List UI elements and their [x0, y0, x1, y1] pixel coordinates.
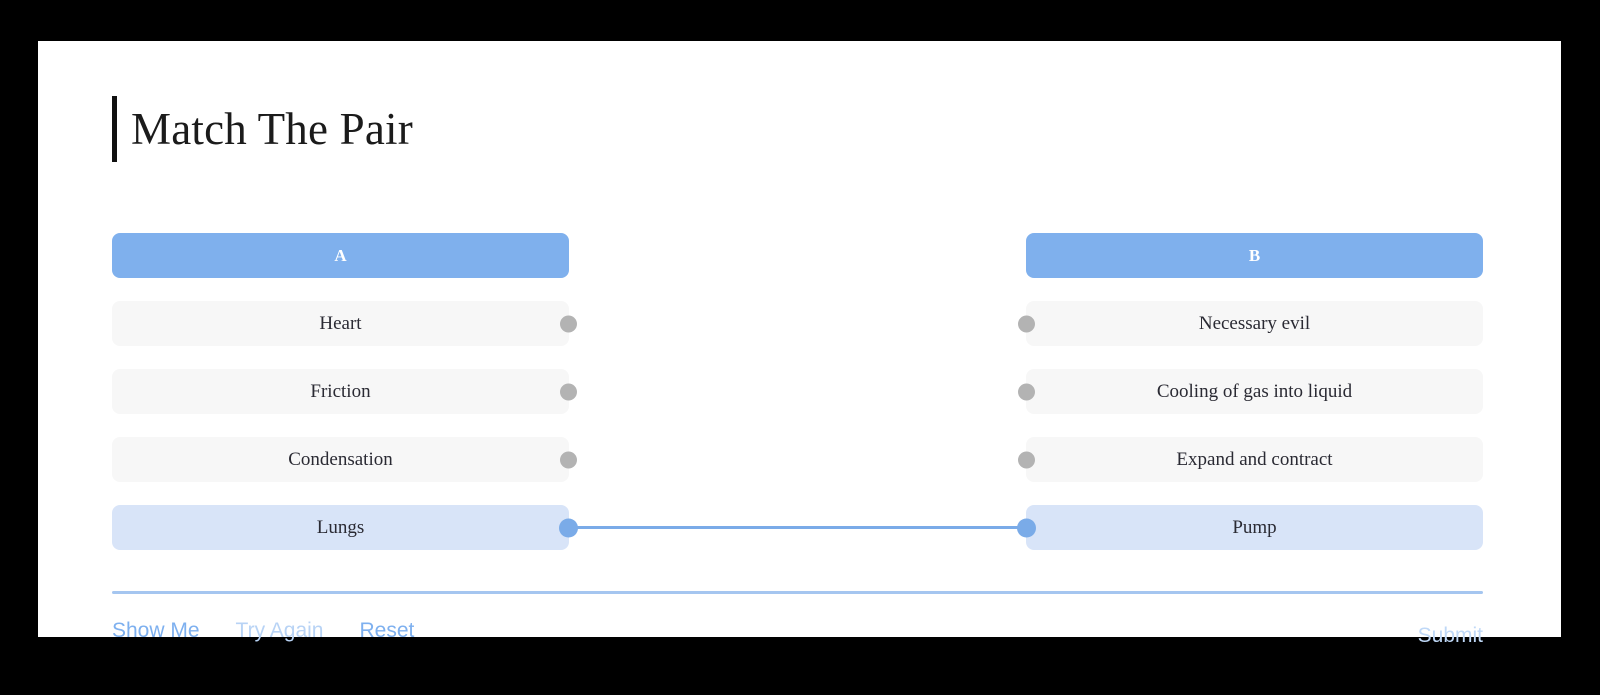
- page-title-block: Match The Pair: [112, 96, 413, 162]
- match-item-label: Lungs: [316, 517, 365, 538]
- connector-dot[interactable]: [560, 315, 577, 332]
- match-item-left-0[interactable]: Heart: [112, 301, 577, 346]
- footer-action-group: Show Me Try Again Reset: [112, 620, 414, 641]
- reset-button[interactable]: Reset: [359, 618, 415, 642]
- match-item-label: Heart: [319, 313, 362, 334]
- connector-dot[interactable]: [1018, 451, 1035, 468]
- column-a: A Heart Friction Condensation Lungs: [112, 233, 578, 550]
- connector-line: [569, 526, 1026, 529]
- match-item-label: Necessary evil: [1198, 313, 1311, 334]
- connector-dot[interactable]: [560, 451, 577, 468]
- title-accent-bar: [112, 96, 117, 162]
- match-item-right-1[interactable]: Cooling of gas into liquid: [1018, 369, 1483, 414]
- match-item-left-1[interactable]: Friction: [112, 369, 577, 414]
- match-item-right-2[interactable]: Expand and contract: [1018, 437, 1483, 482]
- column-a-header: A: [112, 233, 569, 278]
- connector-dot[interactable]: [560, 383, 577, 400]
- match-item-right-3[interactable]: Pump: [1017, 505, 1483, 550]
- connector-dot[interactable]: [1018, 315, 1035, 332]
- try-again-button[interactable]: Try Again: [235, 618, 324, 642]
- board-underline: [112, 591, 1483, 594]
- match-item-label: Condensation: [288, 449, 393, 470]
- match-item-label: Cooling of gas into liquid: [1156, 381, 1353, 402]
- column-b-header: B: [1026, 233, 1483, 278]
- match-item-label: Friction: [310, 381, 371, 402]
- page-title: Match The Pair: [131, 103, 413, 154]
- match-item-left-2[interactable]: Condensation: [112, 437, 577, 482]
- match-item-left-3[interactable]: Lungs: [112, 505, 578, 550]
- connector-dot-linked[interactable]: [1017, 518, 1036, 537]
- match-item-right-0[interactable]: Necessary evil: [1018, 301, 1483, 346]
- match-item-label: Pump: [1232, 517, 1277, 538]
- column-b: B Necessary evil Cooling of gas into liq…: [1017, 233, 1483, 550]
- show-me-button[interactable]: Show Me: [112, 618, 200, 642]
- connector-dot[interactable]: [1018, 383, 1035, 400]
- match-board: A Heart Friction Condensation Lungs B Ne…: [112, 233, 1483, 558]
- submit-button[interactable]: Submit: [1417, 623, 1483, 647]
- match-item-label: Expand and contract: [1176, 449, 1333, 470]
- quiz-card: Match The Pair A Heart Friction Condensa…: [38, 41, 1561, 646]
- footer-bar: Show Me Try Again Reset Submit: [112, 607, 1483, 653]
- connector-dot-linked[interactable]: [559, 518, 578, 537]
